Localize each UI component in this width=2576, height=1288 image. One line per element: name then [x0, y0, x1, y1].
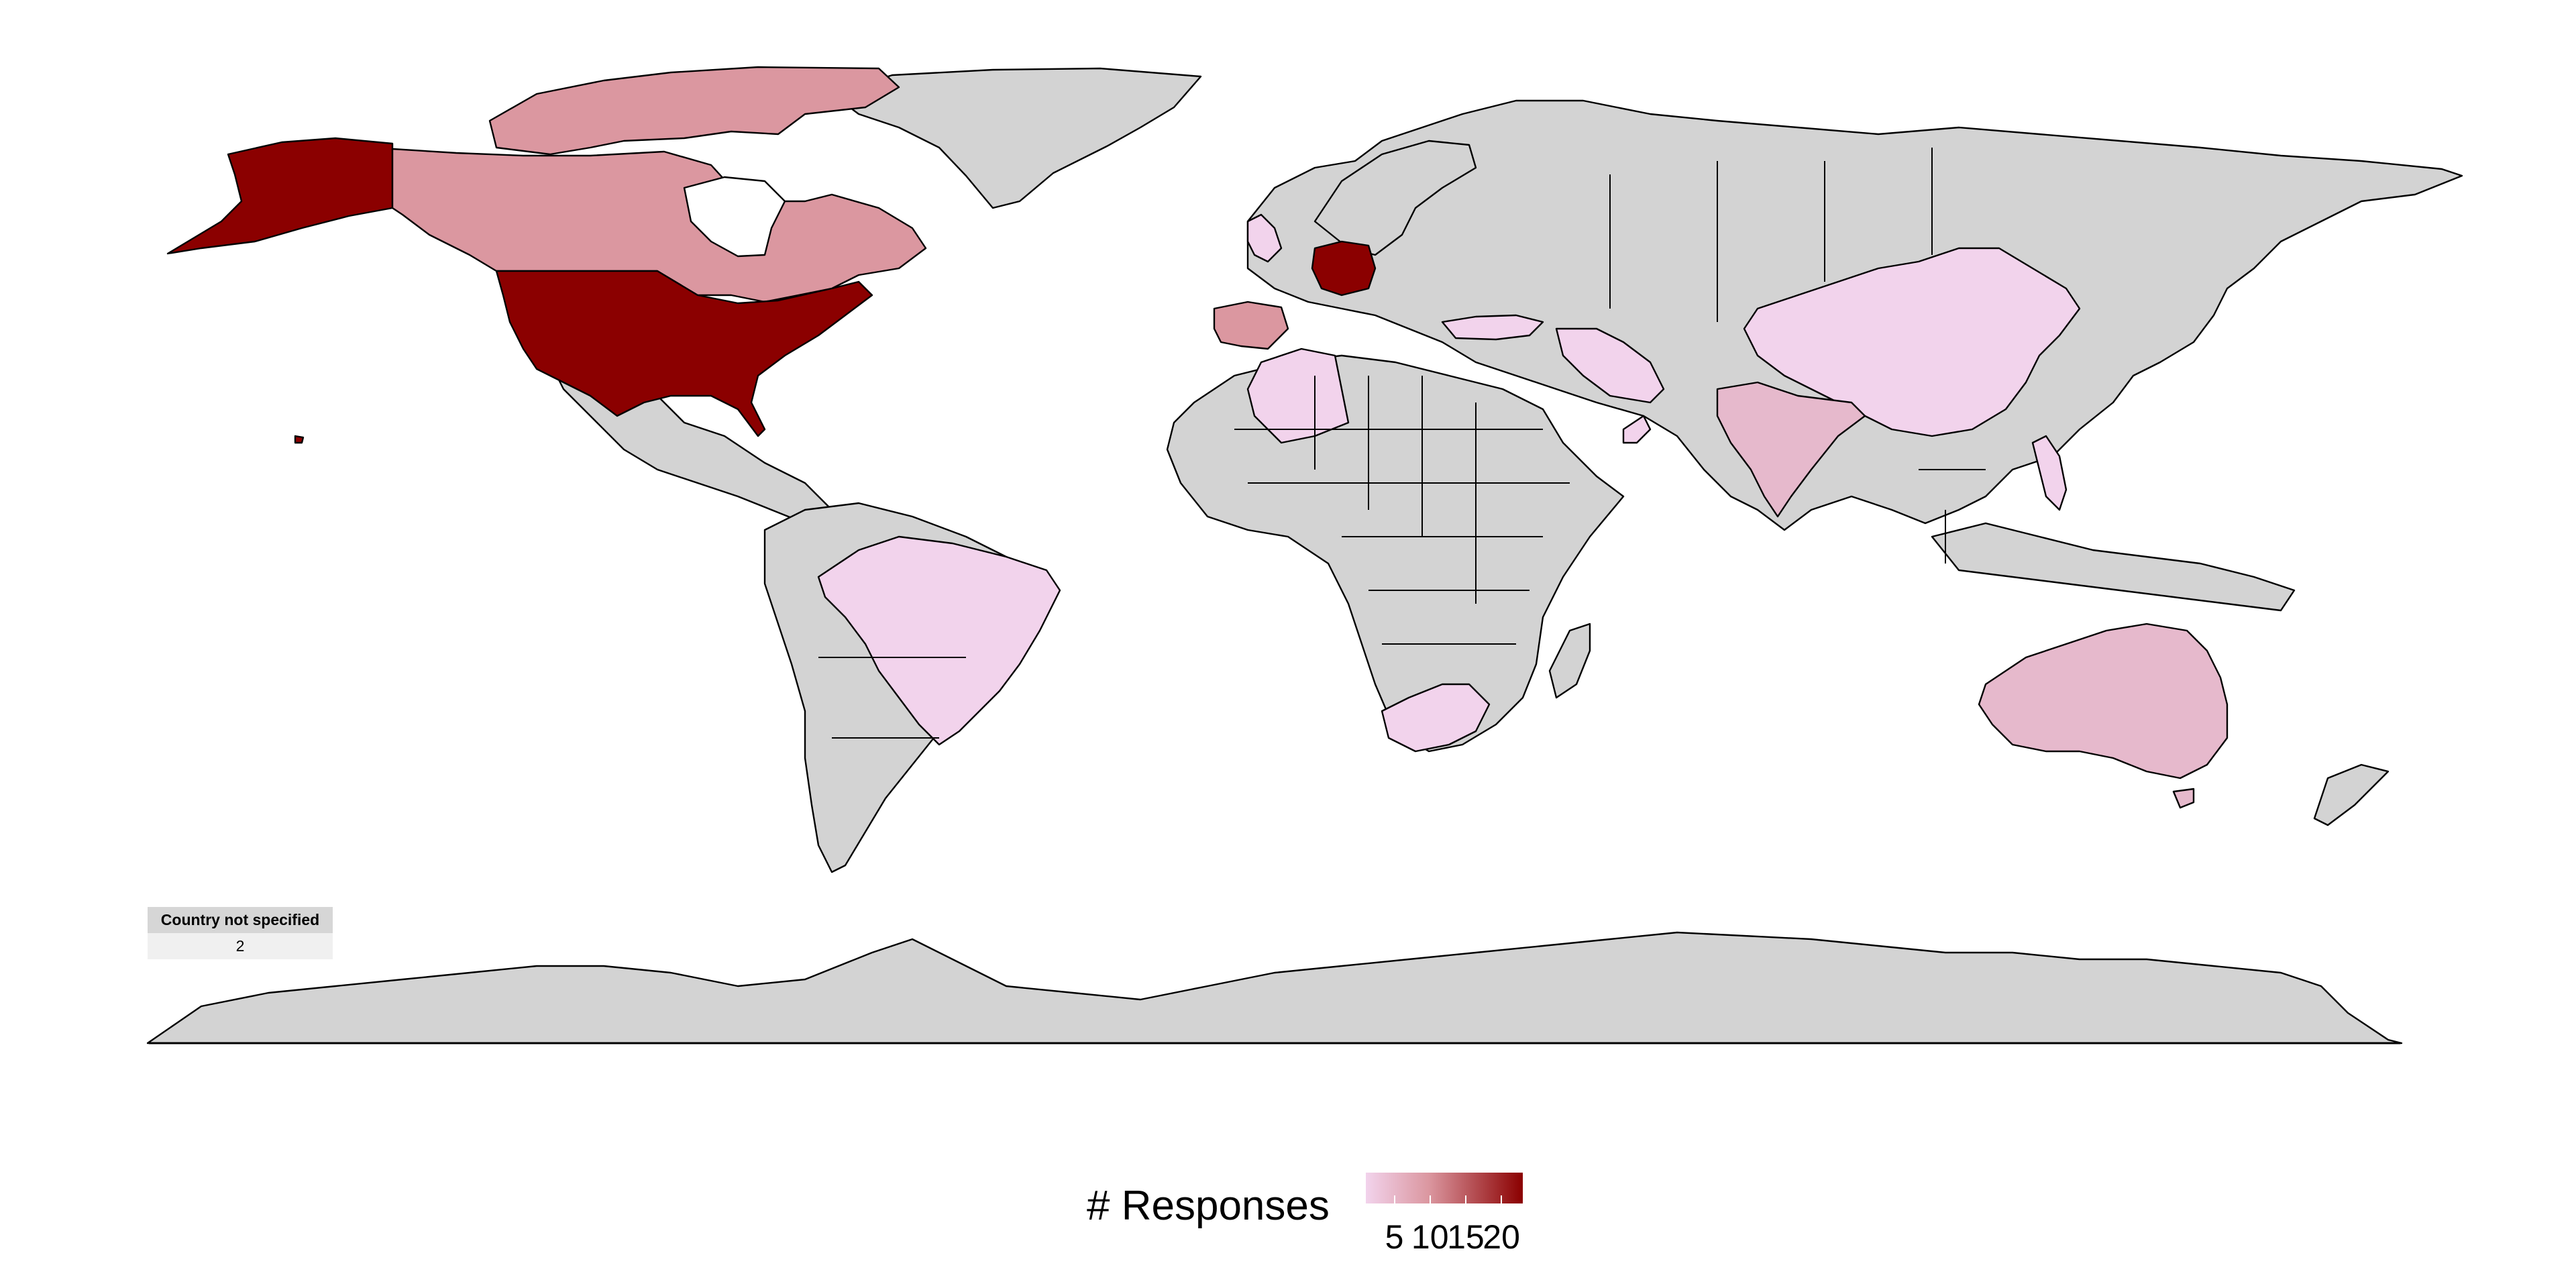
region-canada [391, 148, 927, 303]
legend-tick-mark [1464, 1195, 1466, 1203]
legend-tick-mark [1393, 1195, 1395, 1203]
legend-tick-label: 5 [1385, 1218, 1404, 1256]
region-iran [1555, 327, 1665, 404]
region-china [1743, 247, 2081, 437]
canadian-arctic [488, 66, 900, 156]
legend-tick-label: 20 [1483, 1218, 1520, 1256]
region-united-kingdom [1246, 213, 1283, 263]
region-south-africa [1381, 683, 1491, 753]
legend-tick-mark [1501, 1195, 1503, 1203]
madagascar [1548, 623, 1591, 699]
legend-tick-mark [1429, 1195, 1431, 1203]
region-united-states [495, 270, 873, 437]
region-germany [1311, 240, 1377, 297]
country-not-specified-table: Country not specified 2 [148, 907, 333, 959]
southeast-asia-islands [1931, 522, 2296, 612]
hudson-bay [683, 176, 786, 258]
region-alaska [166, 137, 394, 255]
country-not-specified-value: 2 [148, 933, 333, 959]
africa [1166, 354, 1625, 753]
legend-title: # Responses [1087, 1183, 1330, 1229]
region-australia [1978, 623, 2229, 780]
country-not-specified-header: Country not specified [148, 907, 333, 933]
region-turkey [1441, 314, 1544, 341]
region-tasmania [2172, 788, 2195, 809]
region-brazil [817, 535, 1061, 746]
region-india [1716, 381, 1866, 518]
legend-tick-label: 10 [1411, 1218, 1449, 1256]
country-borders [818, 148, 1986, 739]
new-zealand [2313, 763, 2390, 826]
region-philippines [2031, 435, 2068, 511]
region-hawaii [294, 435, 305, 444]
legend-tick-label: 15 [1447, 1218, 1485, 1256]
legend-colorbar [1366, 1173, 1523, 1203]
greenland [830, 67, 1202, 209]
region-oman [1622, 415, 1652, 444]
region-spain [1213, 301, 1289, 350]
antarctica [146, 931, 2403, 1044]
